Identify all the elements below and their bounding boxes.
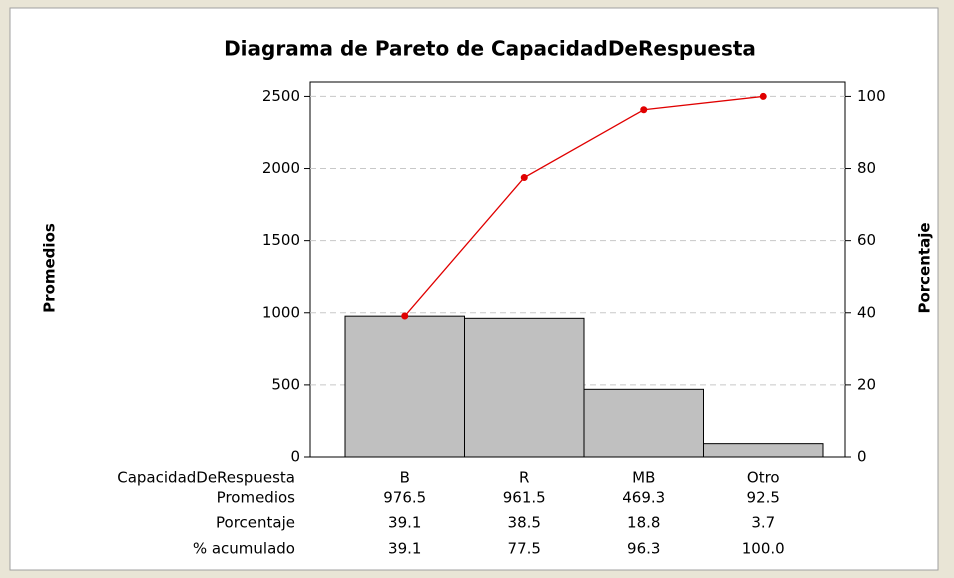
x-tick-label: MB	[632, 469, 655, 487]
table-cell: 77.5	[508, 540, 541, 558]
x-tick-label: R	[519, 469, 529, 487]
x-tick-label: B	[400, 469, 410, 487]
table-row-label: Promedios	[217, 489, 296, 507]
y2-tick-label: 20	[857, 375, 876, 393]
table-cell: 96.3	[627, 540, 660, 558]
y-tick-label: 500	[271, 375, 300, 393]
x-tick-label: Otro	[747, 469, 780, 487]
bar	[344, 315, 465, 458]
y-tick-label: 2500	[262, 87, 300, 105]
table-cell: 100.0	[742, 540, 785, 558]
table-cell: 469.3	[622, 489, 665, 507]
y2-axis-label: Porcentaje	[916, 222, 934, 313]
bar	[464, 317, 585, 458]
table-row-label: % acumulado	[193, 540, 295, 558]
y-tick-label: 1000	[262, 303, 300, 321]
cumulative-point	[759, 92, 767, 100]
y-tick-label: 2000	[262, 159, 300, 177]
table-cell: 976.5	[383, 489, 426, 507]
cumulative-point	[640, 106, 648, 114]
y-tick-label: 1500	[262, 231, 300, 249]
y2-tick-label: 100	[857, 87, 886, 105]
table-row-label: Porcentaje	[216, 514, 295, 532]
table-cell: 39.1	[388, 514, 421, 532]
table-cell: 92.5	[747, 489, 780, 507]
y-axis-label: Promedios	[41, 223, 59, 313]
table-cell: 3.7	[751, 514, 775, 532]
x-axis-label: CapacidadDeRespuesta	[117, 469, 295, 487]
cumulative-line	[404, 95, 764, 317]
y2-tick-label: 60	[857, 231, 876, 249]
table-cell: 39.1	[388, 540, 421, 558]
table-cell: 961.5	[503, 489, 546, 507]
y-tick-label: 0	[290, 448, 300, 466]
bar	[583, 388, 704, 458]
table-cell: 38.5	[508, 514, 541, 532]
y2-tick-label: 40	[857, 303, 876, 321]
bar	[703, 443, 824, 458]
cumulative-point	[401, 312, 409, 320]
y2-tick-label: 80	[857, 159, 876, 177]
y2-tick-label: 0	[857, 448, 867, 466]
cumulative-point	[520, 174, 528, 182]
chart-background	[9, 7, 939, 571]
chart-title: Diagrama de Pareto de CapacidadDeRespues…	[224, 37, 756, 61]
table-cell: 18.8	[627, 514, 660, 532]
